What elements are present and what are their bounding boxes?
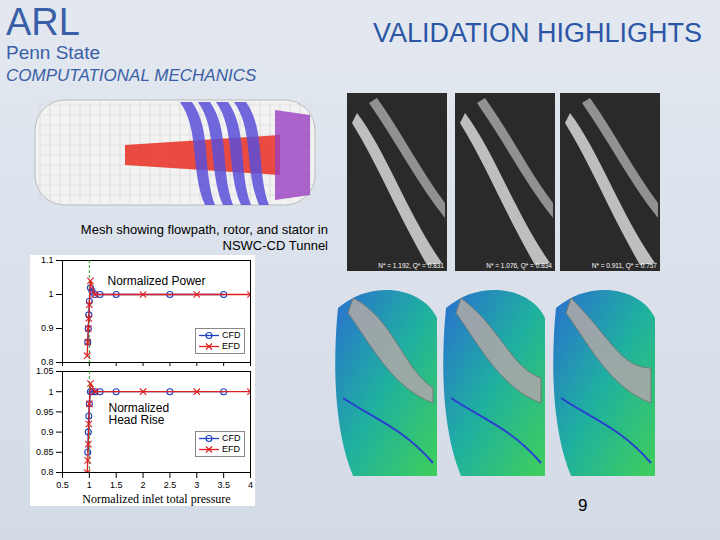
html-text:Mesh showing flowpath, rotor,: Mesh showing flowpath, rotor, and stator…	[80, 222, 328, 253]
svg-text:0.9: 0.9	[41, 323, 54, 333]
svg-text:Normalized inlet total pressur: Normalized inlet total pressure	[82, 492, 230, 506]
svg-text:1.1: 1.1	[41, 255, 54, 265]
html-text:CFD: CFD	[222, 330, 241, 340]
svg-text:Normalized Power: Normalized Power	[107, 274, 205, 288]
svg-text:3: 3	[194, 480, 199, 490]
html-text:EFD: EFD	[222, 444, 240, 454]
svg-text:0.95: 0.95	[36, 407, 54, 417]
svg-text:4: 4	[248, 480, 253, 490]
svg-text:0.8: 0.8	[41, 467, 54, 477]
svg-text:0.5: 0.5	[56, 480, 69, 490]
svg-text:N* = 1.076, Q* = 0.834: N* = 1.076, Q* = 0.834	[486, 262, 552, 270]
html-text:ARL: ARL	[6, 1, 80, 43]
svg-text:2.5: 2.5	[164, 480, 177, 490]
svg-text:1: 1	[48, 289, 53, 299]
html-text:CFD: CFD	[222, 433, 241, 443]
svg-text:3.5: 3.5	[217, 480, 230, 490]
html-text:Penn State: Penn State	[6, 42, 100, 63]
svg-text:N* = 0.911, Q* = 0.757: N* = 0.911, Q* = 0.757	[592, 262, 658, 270]
svg-text:1: 1	[48, 387, 53, 397]
html-text:9: 9	[578, 496, 588, 515]
html-text:COMPUTATIONAL MECHANICS: COMPUTATIONAL MECHANICS	[6, 66, 257, 85]
svg-text:0.9: 0.9	[41, 427, 54, 437]
svg-text:1.5: 1.5	[110, 480, 123, 490]
svg-text:N* = 1.192, Q* = 0.831: N* = 1.192, Q* = 0.831	[378, 262, 444, 270]
svg-text:2: 2	[141, 480, 146, 490]
svg-text:0.85: 0.85	[36, 447, 54, 457]
svg-text:1: 1	[87, 480, 92, 490]
html-text:EFD: EFD	[222, 341, 240, 351]
svg-text:1.05: 1.05	[36, 366, 54, 376]
html-text:VALIDATION HIGHLIGHTS: VALIDATION HIGHLIGHTS	[372, 18, 702, 48]
svg-text:NormalizedHead Rise: NormalizedHead Rise	[109, 401, 170, 427]
